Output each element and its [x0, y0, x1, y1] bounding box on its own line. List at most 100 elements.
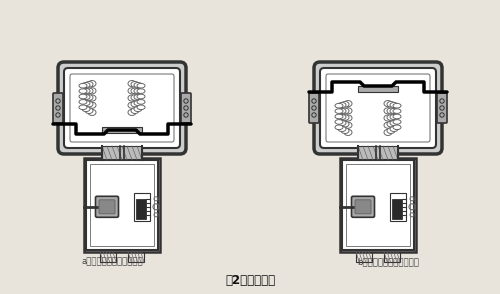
Ellipse shape	[131, 95, 139, 100]
Ellipse shape	[344, 108, 352, 114]
Ellipse shape	[335, 125, 343, 130]
Ellipse shape	[88, 81, 96, 87]
Ellipse shape	[387, 121, 395, 127]
Ellipse shape	[79, 100, 87, 104]
Ellipse shape	[335, 120, 343, 124]
Bar	[358, 146, 398, 160]
Bar	[356, 252, 372, 262]
Ellipse shape	[390, 102, 398, 108]
Ellipse shape	[88, 95, 96, 101]
Text: a、反作用与阀构成气开式: a、反作用与阀构成气开式	[81, 258, 143, 266]
Bar	[346, 164, 410, 246]
Ellipse shape	[341, 121, 349, 127]
Bar	[84, 158, 160, 252]
Ellipse shape	[82, 94, 90, 100]
Text: b、正作用与阀构成气关式: b、正作用与阀构成气关式	[357, 258, 419, 266]
Ellipse shape	[384, 115, 392, 121]
Ellipse shape	[341, 128, 349, 133]
Bar	[90, 164, 154, 246]
Ellipse shape	[82, 82, 90, 88]
Ellipse shape	[384, 101, 392, 107]
Ellipse shape	[335, 109, 343, 113]
Bar	[358, 86, 398, 92]
Bar	[128, 252, 144, 262]
Ellipse shape	[79, 83, 87, 88]
Ellipse shape	[338, 114, 346, 120]
Bar	[100, 252, 116, 262]
Ellipse shape	[390, 108, 398, 113]
Ellipse shape	[79, 105, 87, 110]
Bar	[134, 193, 150, 221]
Ellipse shape	[79, 94, 87, 99]
Ellipse shape	[387, 115, 395, 120]
Ellipse shape	[128, 95, 136, 101]
Ellipse shape	[335, 103, 343, 108]
Ellipse shape	[387, 128, 395, 133]
Ellipse shape	[384, 108, 392, 114]
Ellipse shape	[384, 122, 392, 128]
FancyBboxPatch shape	[96, 196, 118, 217]
Ellipse shape	[85, 81, 93, 87]
FancyBboxPatch shape	[99, 200, 115, 214]
Ellipse shape	[128, 102, 136, 108]
FancyBboxPatch shape	[58, 62, 186, 154]
Ellipse shape	[341, 101, 349, 107]
FancyBboxPatch shape	[352, 196, 374, 217]
Ellipse shape	[338, 121, 346, 126]
Bar	[102, 127, 142, 133]
Ellipse shape	[88, 102, 96, 108]
Bar	[86, 160, 158, 250]
FancyBboxPatch shape	[437, 93, 447, 123]
Ellipse shape	[134, 94, 142, 100]
Ellipse shape	[344, 122, 352, 128]
Ellipse shape	[134, 82, 142, 88]
Ellipse shape	[390, 114, 398, 120]
Ellipse shape	[131, 88, 139, 94]
Ellipse shape	[88, 109, 96, 116]
Ellipse shape	[344, 115, 352, 121]
Ellipse shape	[137, 100, 145, 104]
Ellipse shape	[390, 121, 398, 126]
FancyBboxPatch shape	[355, 200, 371, 214]
Ellipse shape	[137, 94, 145, 99]
Ellipse shape	[131, 108, 139, 113]
Ellipse shape	[82, 88, 90, 93]
Bar	[390, 193, 406, 221]
Ellipse shape	[387, 108, 395, 114]
Ellipse shape	[393, 109, 401, 113]
Ellipse shape	[393, 114, 401, 119]
FancyBboxPatch shape	[64, 68, 180, 148]
Text: 图2、执行机构: 图2、执行机构	[225, 273, 275, 286]
Ellipse shape	[338, 108, 346, 113]
Ellipse shape	[85, 95, 93, 100]
Bar	[392, 199, 402, 219]
FancyBboxPatch shape	[181, 93, 191, 123]
FancyBboxPatch shape	[320, 68, 436, 148]
Bar	[340, 158, 416, 252]
Ellipse shape	[344, 129, 352, 136]
Bar	[384, 252, 400, 262]
Ellipse shape	[128, 81, 136, 87]
Ellipse shape	[387, 101, 395, 107]
Ellipse shape	[341, 115, 349, 120]
Ellipse shape	[393, 103, 401, 108]
Ellipse shape	[82, 106, 90, 111]
Ellipse shape	[393, 125, 401, 130]
FancyBboxPatch shape	[53, 93, 63, 123]
Ellipse shape	[82, 101, 90, 106]
Ellipse shape	[79, 89, 87, 93]
Ellipse shape	[134, 106, 142, 111]
FancyBboxPatch shape	[314, 62, 442, 154]
Ellipse shape	[134, 101, 142, 106]
Ellipse shape	[85, 88, 93, 94]
Ellipse shape	[137, 89, 145, 93]
Ellipse shape	[137, 83, 145, 88]
Bar	[342, 160, 414, 250]
Ellipse shape	[134, 88, 142, 93]
Ellipse shape	[344, 101, 352, 107]
Bar	[136, 199, 146, 219]
Ellipse shape	[335, 114, 343, 119]
Ellipse shape	[131, 81, 139, 87]
Ellipse shape	[128, 88, 136, 94]
Ellipse shape	[137, 105, 145, 110]
